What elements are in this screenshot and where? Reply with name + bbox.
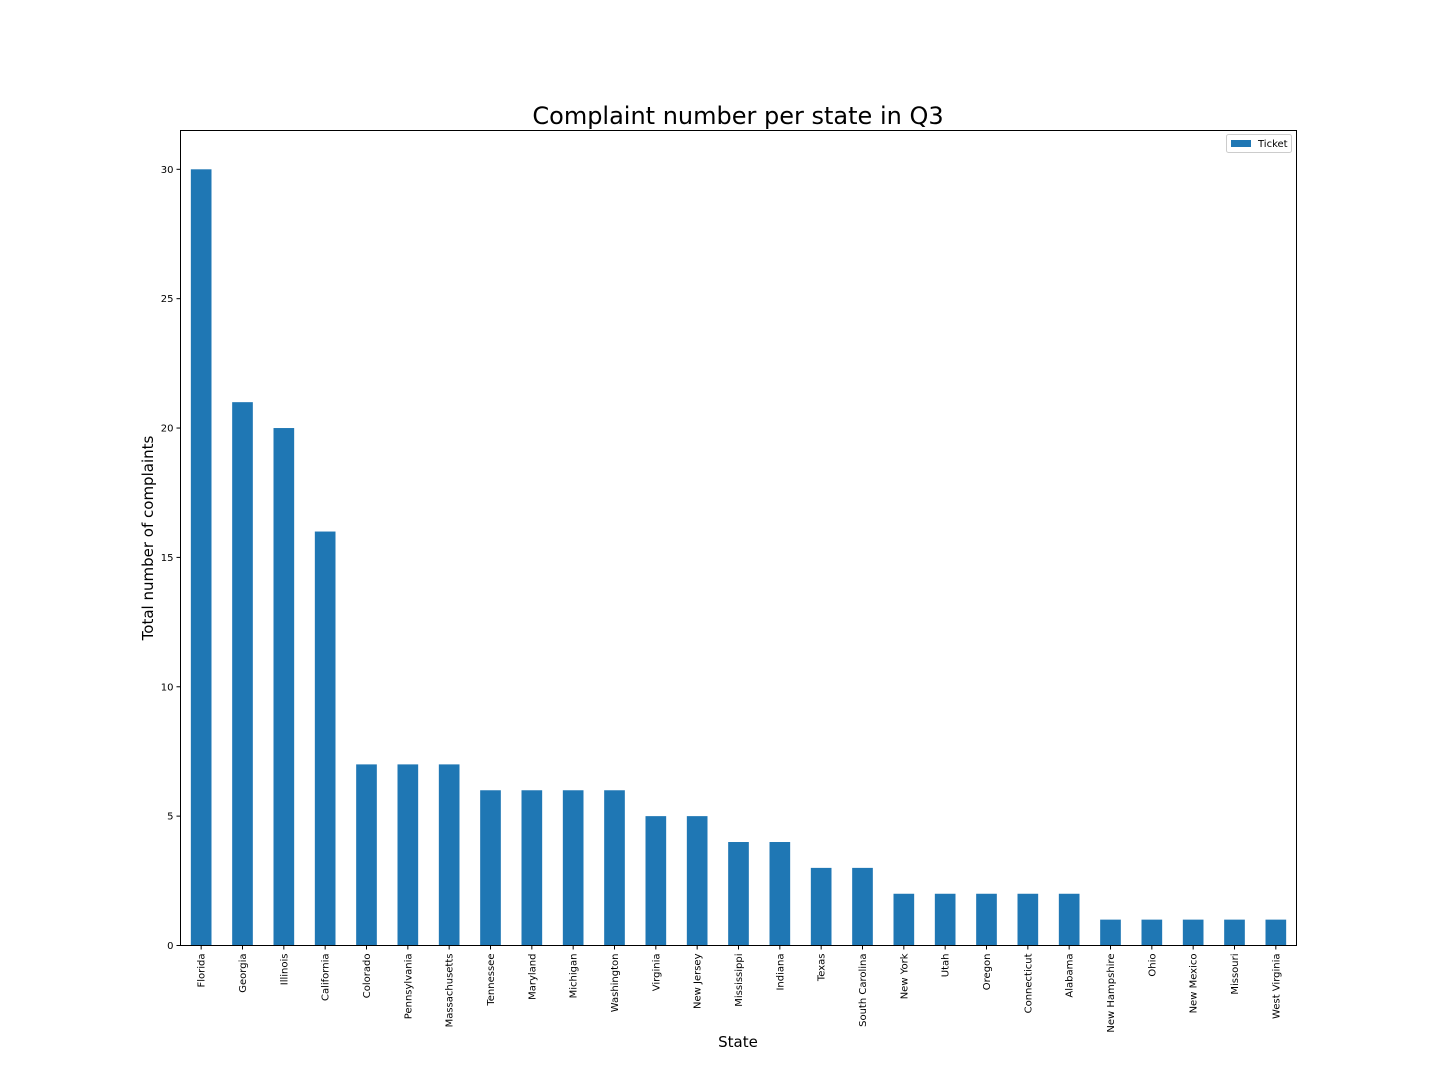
bar-new-mexico (1182, 919, 1204, 946)
x-tick-label: New Mexico (1189, 954, 1200, 1014)
legend-frame (1226, 134, 1292, 153)
bar-pennsylvania (397, 764, 419, 946)
y-tick-label: 25 (161, 294, 174, 305)
bar-maryland (521, 790, 543, 946)
x-tick-label: Tennessee (486, 954, 497, 1007)
x-axis: Florida Georgia Illinois California Colorado… (197, 945, 1282, 1033)
bar-florida (190, 169, 212, 946)
bar-connecticut (1017, 893, 1039, 946)
bar-missouri (1224, 919, 1245, 946)
x-tick-label: Utah (941, 954, 952, 978)
y-tick-label: 20 (161, 424, 174, 435)
x-tick-label: Pennsylvania (403, 954, 414, 1020)
bar-oregon (976, 893, 997, 946)
y-axis: 0 5 10 15 20 25 30 (161, 165, 181, 952)
bar-illinois (273, 428, 295, 946)
x-axis-label: State (718, 1033, 758, 1051)
x-tick-label: California (321, 954, 332, 1002)
x-tick-label: Florida (197, 954, 208, 988)
bar-colorado (356, 764, 377, 946)
bar-mississippi (728, 842, 749, 946)
x-tick-label: Virginia (651, 954, 662, 992)
x-tick-label: Mississippi (734, 954, 745, 1007)
bar-new-jersey (686, 816, 708, 946)
x-tick-label: New York (899, 953, 910, 999)
x-tick-label: Michigan (569, 954, 580, 999)
legend: Ticket (1226, 134, 1292, 153)
x-tick-label: South Carolina (858, 954, 869, 1027)
x-tick-label: Texas (817, 954, 828, 983)
x-tick-label: Alabama (1065, 954, 1076, 998)
bar-west-virginia (1265, 919, 1287, 946)
bar-california (314, 531, 336, 946)
y-axis-label: Total number of complaints (139, 436, 157, 642)
bar-tennessee (480, 790, 501, 946)
bar-ohio (1141, 919, 1163, 946)
y-tick-label: 5 (167, 812, 173, 823)
y-tick-label: 0 (167, 941, 173, 952)
bar-massachusetts (438, 764, 460, 946)
bar-washington (604, 790, 625, 946)
y-tick-label: 10 (161, 682, 174, 693)
x-tick-label: Ohio (1147, 954, 1158, 977)
bar-new-york (893, 893, 915, 946)
x-tick-label: Massachusetts (445, 954, 456, 1028)
x-tick-label: Missouri (1230, 954, 1241, 995)
x-tick-label: Illinois (279, 954, 290, 986)
x-tick-label: Maryland (527, 954, 538, 1000)
legend-swatch (1231, 140, 1251, 147)
x-tick-label: Oregon (982, 954, 993, 991)
x-tick-label: Indiana (775, 954, 786, 991)
x-tick-label: West Virginia (1271, 954, 1282, 1019)
chart-title: Complaint number per state in Q3 (532, 102, 943, 130)
bar-utah (934, 893, 956, 946)
bar-alabama (1058, 893, 1080, 946)
bar-georgia (232, 402, 253, 946)
bar-indiana (769, 842, 791, 946)
bar-south-carolina (852, 867, 873, 946)
y-tick-label: 15 (161, 553, 174, 564)
bar-new-hampshire (1100, 919, 1121, 946)
x-tick-label: Washington (610, 954, 621, 1013)
x-tick-label: Georgia (238, 954, 249, 993)
x-tick-label: New Hampshire (1106, 954, 1117, 1033)
legend-label: Ticket (1257, 139, 1288, 150)
bar-michigan (562, 790, 584, 946)
y-tick-label: 30 (161, 165, 174, 176)
bar-texas (810, 867, 832, 946)
plot-frame (180, 130, 1297, 946)
x-tick-label: Colorado (362, 954, 373, 999)
plot-area (190, 169, 1287, 946)
x-tick-label: Connecticut (1023, 953, 1034, 1013)
x-tick-label: New Jersey (693, 953, 704, 1009)
bar-virginia (645, 816, 667, 946)
